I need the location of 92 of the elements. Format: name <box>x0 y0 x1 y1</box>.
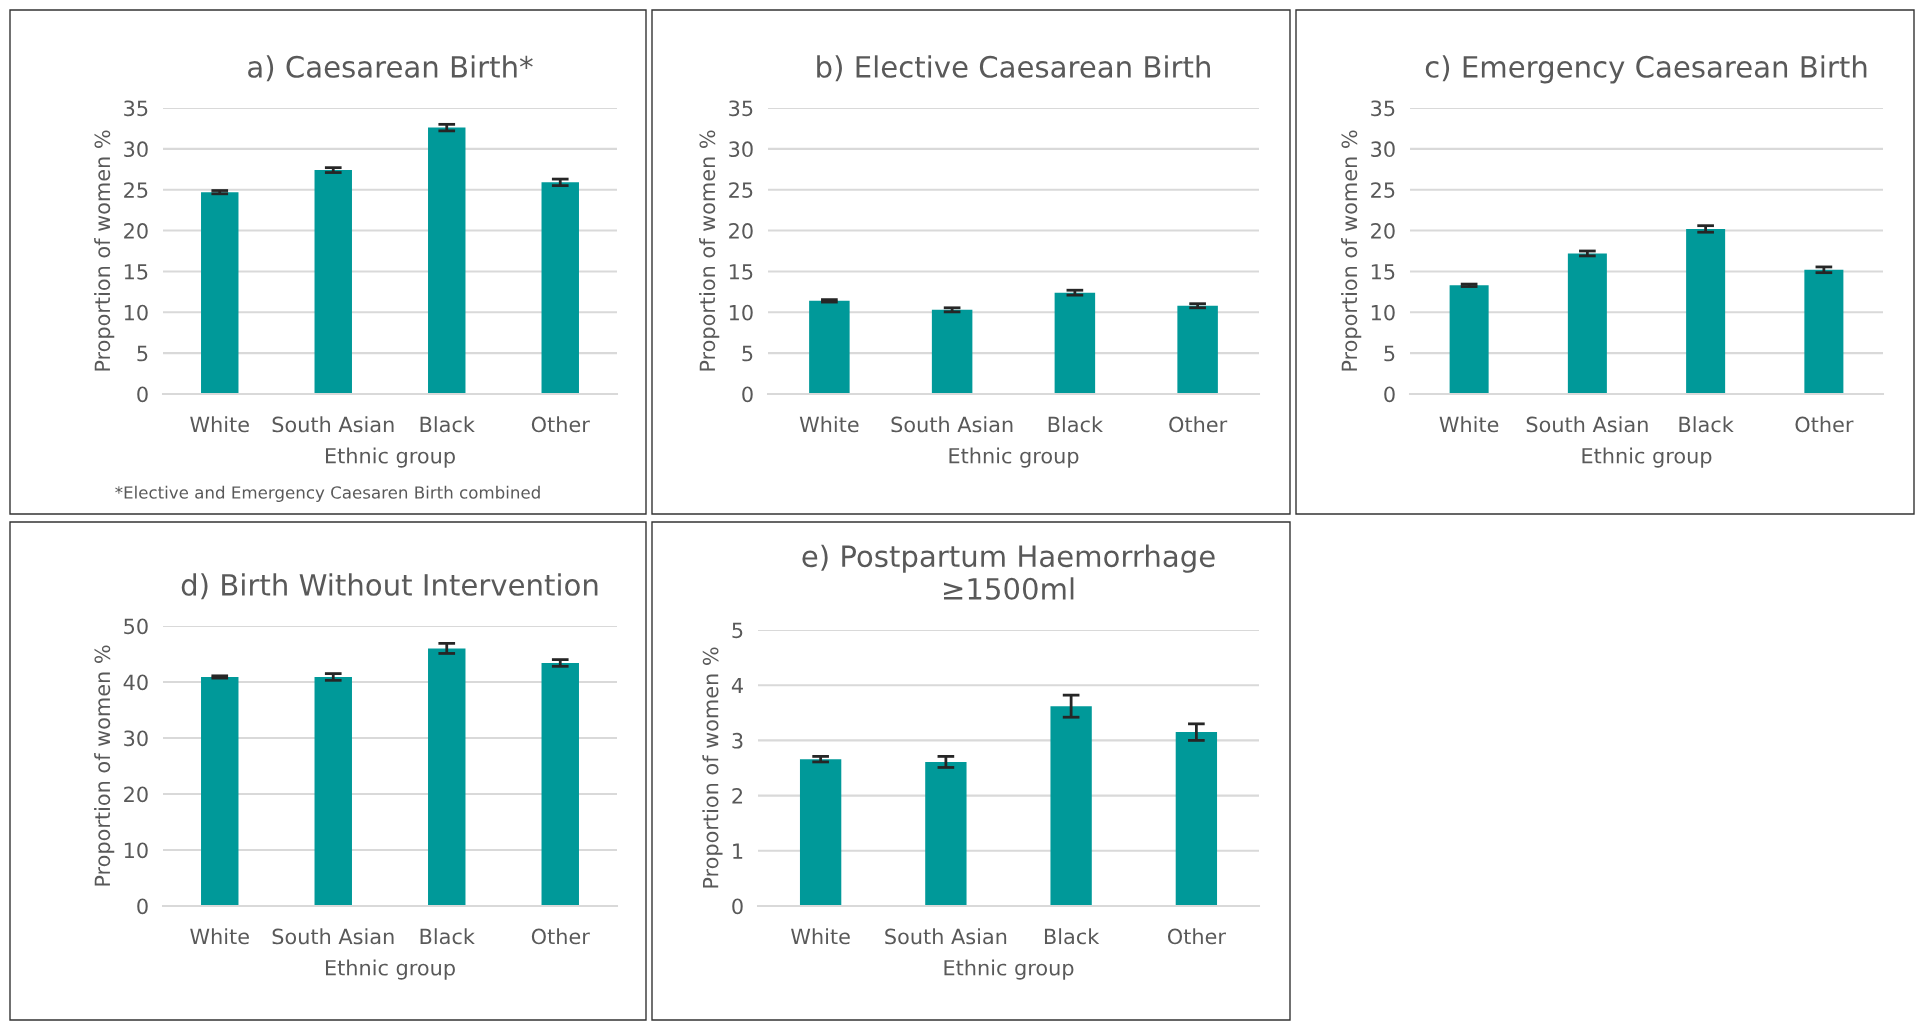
bar <box>428 648 466 906</box>
y-tick-label: 4 <box>731 677 743 694</box>
bar <box>201 192 239 394</box>
bar <box>931 309 973 394</box>
x-tick-label: Black <box>1048 416 1103 433</box>
bar <box>1054 292 1096 394</box>
chart-title: d) Birth Without Intervention <box>181 573 598 600</box>
y-tick-label: 15 <box>124 264 148 280</box>
x-axis-title: Ethnic group <box>325 447 455 468</box>
bar <box>314 676 352 906</box>
y-tick-label: 10 <box>1371 304 1395 321</box>
y-tick-label: 35 <box>124 100 148 117</box>
y-tick-label: 15 <box>1371 264 1395 280</box>
bar <box>1567 253 1607 394</box>
y-tick-label: 5 <box>732 622 743 639</box>
y-tick-label: 25 <box>124 182 148 198</box>
x-axis-title: Ethnic group <box>1582 447 1712 468</box>
bar <box>809 300 850 394</box>
y-axis-title: Proportion of women % <box>702 647 723 888</box>
y-tick-label: 35 <box>1371 100 1395 117</box>
bar <box>1050 706 1092 906</box>
y-tick-label: 50 <box>124 618 148 635</box>
y-tick-label: 20 <box>729 223 753 239</box>
chart-title: e) Postpartum Haemorrhage ≥1500ml <box>802 544 1215 600</box>
bar <box>1686 228 1726 394</box>
y-tick-label: 25 <box>729 182 753 198</box>
x-tick-label: South Asian <box>891 416 1013 433</box>
bar <box>1449 285 1489 394</box>
y-tick-label: 15 <box>729 264 753 280</box>
x-tick-label: Other <box>531 416 590 433</box>
y-axis-title: Proportion of women % <box>94 130 115 371</box>
y-tick-label: 20 <box>1371 223 1395 239</box>
y-tick-label: 5 <box>137 345 148 362</box>
y-tick-label: 0 <box>137 898 148 915</box>
x-tick-label: Black <box>420 928 475 945</box>
y-axis-title: Proportion of women % <box>1341 130 1362 371</box>
y-tick-label: 3 <box>732 732 743 749</box>
x-tick-label: South Asian <box>1526 416 1648 433</box>
chart-title: c) Emergency Caesarean Birth <box>1425 55 1867 84</box>
bar <box>1804 269 1844 394</box>
chart-title: b) Elective Caesarean Birth <box>817 55 1210 82</box>
bar <box>1175 732 1218 906</box>
y-tick-label: 0 <box>137 386 148 403</box>
y-tick-label: 10 <box>124 842 148 859</box>
y-tick-label: 30 <box>124 730 148 747</box>
bar <box>428 127 466 394</box>
y-tick-label: 0 <box>732 898 743 915</box>
y-tick-label: 30 <box>124 141 148 158</box>
bar <box>201 676 239 906</box>
x-tick-label: White <box>190 928 249 945</box>
y-axis-title: Proportion of women % <box>699 130 720 371</box>
y-tick-label: 0 <box>742 386 753 403</box>
y-axis-title: Proportion of women % <box>94 645 115 886</box>
y-tick-label: 2 <box>732 788 743 804</box>
x-tick-label: White <box>799 416 859 433</box>
x-tick-label: Black <box>1044 928 1100 945</box>
y-tick-label: 10 <box>124 304 148 321</box>
x-tick-label: White <box>791 928 850 945</box>
bar <box>314 170 352 394</box>
y-tick-label: 10 <box>729 304 753 321</box>
y-tick-label: 40 <box>123 674 148 691</box>
x-tick-label: Black <box>420 416 475 433</box>
bar <box>1177 305 1218 394</box>
x-axis-title: Ethnic group <box>944 959 1074 980</box>
bar <box>541 182 579 394</box>
x-axis-title: Ethnic group <box>949 447 1079 468</box>
x-tick-label: Other <box>1795 416 1854 433</box>
y-tick-label: 1 <box>733 843 743 859</box>
x-tick-label: Other <box>1169 416 1228 433</box>
y-tick-label: 20 <box>124 786 148 803</box>
x-tick-label: White <box>190 416 249 433</box>
text: *Elective and Emergency Caesaren Birth combined <box>115 485 540 502</box>
y-tick-label: 30 <box>1371 141 1395 158</box>
y-tick-label: 20 <box>124 223 148 239</box>
x-tick-label: Other <box>531 928 590 945</box>
chart-title: a) Caesarean Birth* <box>248 55 533 82</box>
x-tick-label: South Asian <box>272 928 394 945</box>
y-tick-label: 0 <box>1384 386 1395 403</box>
y-tick-label: 5 <box>742 345 753 362</box>
bar <box>799 759 842 906</box>
x-tick-label: White <box>1439 416 1499 433</box>
x-tick-label: Black <box>1679 416 1734 433</box>
bar <box>925 761 967 906</box>
x-tick-label: Other <box>1167 928 1226 945</box>
y-tick-label: 5 <box>1384 345 1395 362</box>
y-tick-label: 30 <box>729 141 753 158</box>
y-tick-label: 35 <box>729 100 753 117</box>
bar <box>541 662 579 906</box>
x-tick-label: South Asian <box>272 416 394 433</box>
y-tick-label: 25 <box>1371 182 1395 198</box>
x-axis-title: Ethnic group <box>325 959 455 980</box>
x-tick-label: South Asian <box>885 928 1007 945</box>
